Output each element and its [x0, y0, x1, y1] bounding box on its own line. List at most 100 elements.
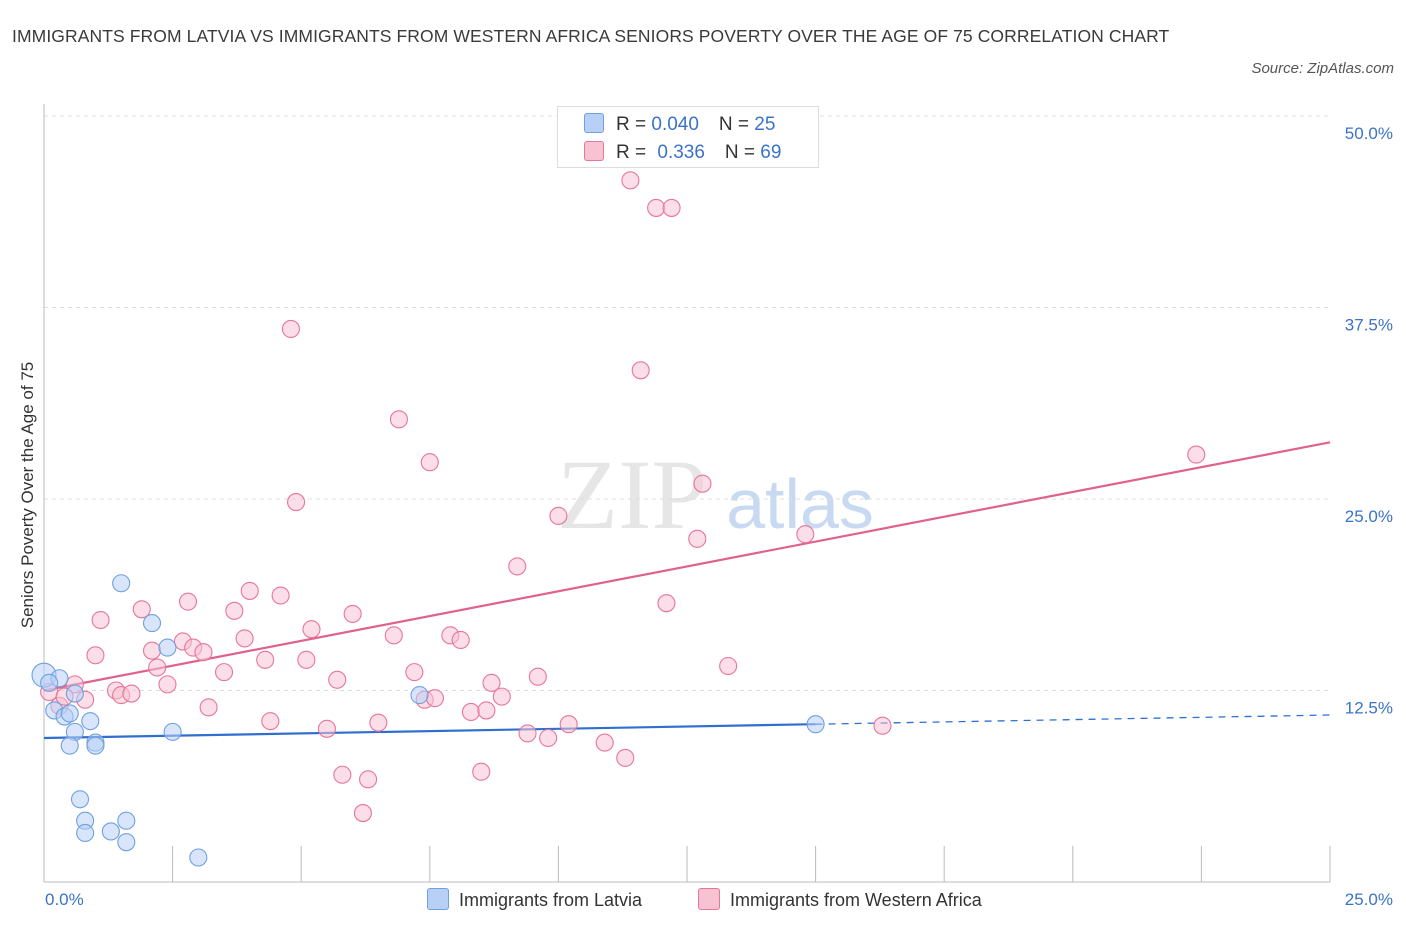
trend-line-0 [43, 723, 816, 740]
wafrica-point [317, 719, 336, 738]
wafrica-point [86, 646, 105, 665]
latvia-point [410, 686, 429, 705]
wafrica-point [194, 643, 213, 662]
wafrica-r-value: 0.336 [657, 142, 705, 163]
x-tick-min: 0.0% [45, 890, 84, 909]
source-note: Source: ZipAtlas.com [1251, 60, 1394, 77]
data-points [31, 171, 1206, 867]
latvia-point [158, 638, 177, 657]
wafrica-point [148, 658, 167, 677]
wafrica-point [647, 198, 666, 217]
wafrica-point [271, 586, 290, 605]
wafrica-point [873, 716, 892, 735]
chart-title: IMMIGRANTS FROM LATVIA VS IMMIGRANTS FRO… [12, 26, 1170, 46]
wafrica-point [384, 626, 403, 645]
wafrica-point [539, 728, 558, 748]
latvia-n-label: N = [718, 114, 755, 135]
legend-row-latvia: R = 0.040 N = 25 [584, 113, 775, 136]
wafrica-point [343, 604, 362, 623]
wafrica-point [1187, 445, 1206, 464]
wafrica-point [425, 689, 444, 708]
wafrica-point [482, 673, 501, 692]
latvia-point [81, 712, 100, 731]
latvia-point [117, 811, 136, 830]
watermark: ZIP atlas [557, 439, 874, 550]
latvia-r-label: R = [616, 114, 652, 135]
wafrica-point [472, 762, 491, 781]
trend-line-extension-0 [815, 714, 1331, 725]
wafrica-point [256, 650, 275, 669]
wafrica-point [178, 592, 198, 611]
wafrica-point [369, 713, 388, 732]
wafrica-point [631, 361, 650, 380]
x-tick-max: 25.0% [1344, 890, 1393, 909]
latvia-point [117, 833, 136, 852]
wafrica-swatch [584, 141, 604, 161]
latvia-point [60, 736, 79, 755]
wafrica-point [281, 319, 300, 338]
wafrica-point [297, 650, 316, 669]
wafrica-point [132, 600, 151, 619]
latvia-swatch [584, 113, 604, 133]
wafrica-point [508, 557, 527, 576]
wafrica-point [225, 601, 244, 620]
legend-latvia-swatch [427, 888, 449, 910]
legend-wafrica-label: Immigrants from Western Africa [730, 890, 982, 910]
latvia-point [70, 790, 90, 809]
wafrica-point [142, 641, 162, 660]
wafrica-n-label: N = [724, 142, 761, 163]
wafrica-point [359, 770, 378, 789]
correlation-legend: R = 0.040 N = 25 R = 0.336 N = 69 [557, 106, 819, 168]
wafrica-point [693, 474, 712, 493]
wafrica-point [451, 630, 470, 649]
wafrica-point [657, 594, 676, 613]
wafrica-point [214, 663, 234, 682]
legend-row-wafrica: R = 0.336 N = 69 [584, 141, 781, 164]
wafrica-point [261, 712, 280, 731]
latvia-point [142, 614, 162, 633]
latvia-point [163, 722, 182, 741]
wafrica-point [719, 656, 738, 676]
wafrica-point [158, 675, 177, 694]
wafrica-point [688, 529, 707, 548]
axes [43, 104, 1331, 883]
latvia-point [76, 823, 95, 843]
latvia-point [101, 822, 120, 841]
y-tick-label: 50.0% [1345, 124, 1393, 143]
latvia-point [40, 673, 59, 692]
wafrica-point [518, 724, 537, 743]
y-axis-label: Seniors Poverty Over the Age of 75 [18, 361, 37, 629]
latvia-point [189, 848, 208, 867]
trend-line-1 [43, 441, 1331, 692]
wafrica-point [616, 748, 635, 767]
wafrica-point [621, 171, 640, 190]
wafrica-point [199, 698, 218, 717]
wafrica-point [662, 198, 681, 217]
wafrica-point [240, 581, 259, 600]
y-tick-label: 37.5% [1345, 316, 1393, 335]
latvia-n-value: 25 [754, 114, 776, 135]
wafrica-point [405, 663, 424, 682]
wafrica-point [333, 765, 352, 784]
latvia-point [65, 684, 84, 703]
wafrica-point [328, 670, 347, 689]
wafrica-n-value: 69 [760, 142, 782, 163]
wafrica-point [91, 610, 110, 630]
wafrica-point [796, 525, 815, 544]
y-tick-label: 25.0% [1345, 507, 1393, 526]
latvia-point [86, 736, 105, 755]
legend-latvia-label: Immigrants from Latvia [459, 890, 643, 910]
legend-wafrica-swatch [698, 888, 720, 910]
wafrica-point [595, 733, 614, 752]
wafrica-point [420, 453, 439, 472]
latvia-point [112, 574, 131, 593]
wafrica-point [287, 493, 306, 512]
y-tick-labels: 12.5% 25.0% 37.5% 50.0% [1345, 124, 1393, 718]
legend-item-wafrica: Immigrants from Western Africa [698, 888, 982, 911]
wafrica-point [528, 667, 547, 686]
latvia-point [60, 704, 79, 723]
wafrica-point [353, 804, 372, 823]
wafrica-point [235, 629, 254, 648]
y-tick-label: 12.5% [1345, 699, 1393, 718]
